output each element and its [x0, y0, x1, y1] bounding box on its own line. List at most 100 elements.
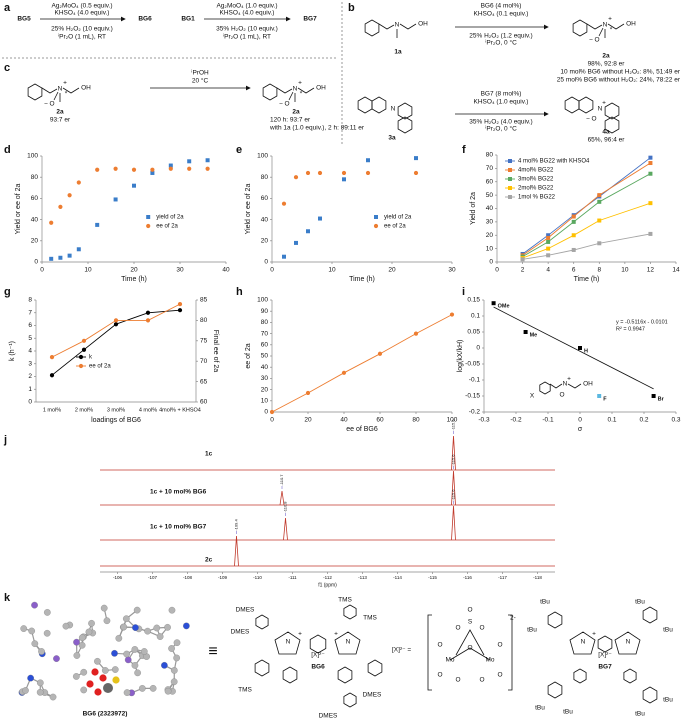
crystal-atom: [156, 633, 164, 640]
x-tick-label: 60: [376, 417, 384, 424]
atom-label: +: [608, 16, 612, 23]
bond: [276, 87, 293, 94]
marker: [306, 229, 310, 234]
x-tick-label: 14: [672, 267, 680, 274]
y-tick-label: 4: [28, 348, 32, 355]
atom-label: +: [592, 631, 596, 638]
y-tick-label: 0: [489, 259, 493, 266]
marker: [377, 351, 383, 356]
x-tick-label: 4 mol%: [139, 407, 157, 413]
bond: [378, 23, 395, 30]
marker: [597, 218, 602, 223]
legend-label: 3mol% BG22: [518, 177, 554, 183]
legend-swatch: [78, 354, 84, 360]
x-tick-label: 20: [388, 267, 396, 274]
condition: 35% H₂O₂ (10 equiv.): [216, 26, 278, 33]
crystal-atom: [138, 685, 146, 692]
atom-label: tBu: [563, 709, 573, 716]
x-tick-label: 3 mol%: [107, 407, 125, 413]
bond: [607, 23, 625, 30]
ring: [573, 668, 587, 684]
crystal-atom: [100, 604, 108, 612]
y-tick-label: 70: [261, 330, 269, 337]
x-tick-label: 0.1: [607, 417, 616, 424]
x-axis-label: Time (h): [349, 276, 375, 283]
bond: [598, 27, 604, 37]
peak: [451, 435, 456, 471]
atom-label: −: [279, 101, 283, 108]
drawing-layer: N OH N OH+O−*N OH+O−*N OH+O−*N N+O−XN+OOH02040…: [9, 16, 681, 720]
crystal-atom: [140, 648, 148, 655]
condition: ⁱPr₂O (1 mL), RT: [58, 33, 106, 41]
marker: [150, 170, 155, 175]
crystal-atom: [124, 656, 132, 664]
peak-label: -109.4: [234, 519, 239, 531]
legend-swatch: [373, 223, 379, 229]
atom-label: tBu: [540, 599, 550, 606]
crystal-atom: [73, 638, 80, 646]
crystal-atom: [122, 615, 130, 623]
atom-label: tBu: [635, 599, 645, 606]
marker: [414, 156, 418, 161]
marker: [317, 170, 323, 176]
crystal-atom: [170, 678, 178, 686]
panel-letter: a: [4, 2, 11, 14]
atom-label: O: [591, 116, 596, 123]
y-axis-label: ee of 2a: [245, 343, 252, 368]
x-tick-label: 40: [222, 267, 230, 274]
y-tick-label: 50: [261, 353, 269, 360]
crystal-atom: [131, 662, 139, 669]
x-tick-label: -115: [428, 575, 437, 580]
ring: [364, 19, 380, 37]
y-tick-label: 20: [261, 238, 269, 245]
x-tick-label: -0.1: [542, 417, 554, 424]
y-tick-label: 20: [486, 232, 494, 239]
marker: [95, 222, 100, 227]
crystal-atom: [20, 625, 28, 632]
compound-label: BG7: [598, 664, 612, 671]
point-label: Me: [530, 332, 538, 338]
crystal-atom: [164, 687, 172, 695]
y-tick-label: 10: [486, 245, 494, 252]
atom-label: O: [284, 101, 289, 108]
result: 98%, 92:8 er: [588, 61, 626, 68]
legend-label: ee of 2a: [89, 364, 111, 370]
result: 65%, 96:4 er: [588, 137, 626, 144]
atom-label: DMES: [319, 713, 338, 720]
crystal-atom: [103, 617, 111, 625]
marker: [205, 158, 210, 163]
y-axis-label: Yield or ee of 2a: [245, 184, 252, 235]
x-tick-label: -113: [358, 575, 367, 580]
y-tick-label: 60: [31, 195, 39, 202]
compound-label: BG6: [311, 664, 325, 671]
legend-label: 1mol % BG22: [518, 195, 556, 201]
ring: [282, 666, 298, 684]
marker: [113, 166, 118, 171]
atom-label: O: [455, 625, 460, 632]
condition: KHSO₄ (4.0 equiv.): [55, 10, 110, 17]
point-label: OMe: [498, 304, 510, 310]
marker: [546, 233, 551, 238]
atom-label: O: [559, 392, 564, 399]
panel-letter: h: [236, 286, 243, 298]
ring: [255, 614, 269, 630]
atom-label: −: [586, 116, 590, 123]
equation: y = -0.5116x - 0.0101: [616, 319, 668, 325]
marker: [651, 394, 656, 398]
counterion: [X]²⁻: [598, 652, 612, 659]
y2-tick-label: 70: [200, 358, 208, 365]
legend-swatch: [146, 223, 151, 229]
marker: [168, 163, 173, 168]
ring: [397, 102, 413, 120]
marker: [648, 231, 653, 236]
crystal-atom: [161, 661, 168, 669]
point-label: Br: [658, 396, 665, 402]
legend-label: ee of 2a: [156, 224, 178, 230]
marker: [597, 241, 602, 246]
y-tick-label: 20: [31, 238, 39, 245]
condition: ⁱPr₂O, 0 °C: [485, 125, 517, 133]
atom-label: O: [455, 677, 460, 684]
atom-label: OH: [626, 21, 636, 28]
atom-label: N: [346, 639, 351, 646]
